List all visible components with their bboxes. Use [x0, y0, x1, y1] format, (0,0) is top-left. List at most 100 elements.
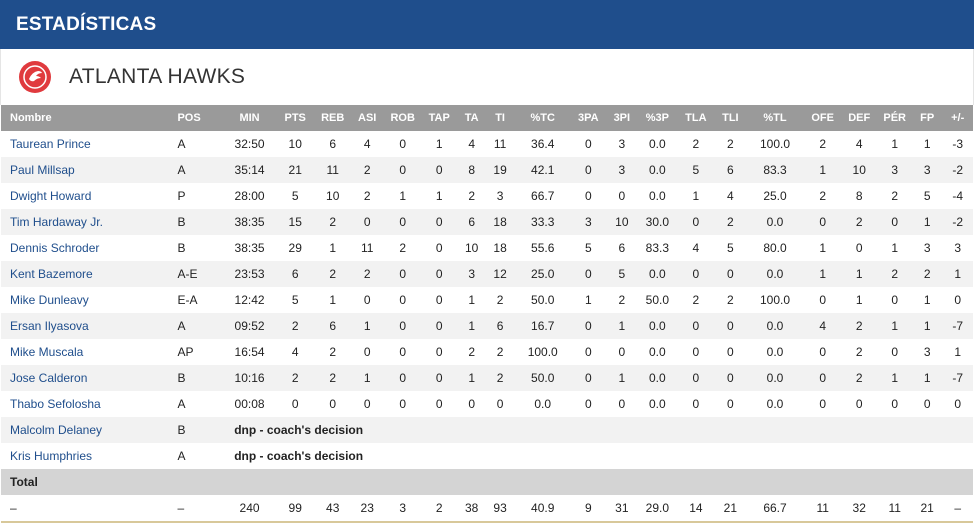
stat-cell: 100.0: [759, 137, 791, 151]
stat-cell: 2: [855, 371, 863, 385]
player-name-link[interactable]: Dennis Schroder: [10, 241, 100, 255]
total-stat-cell: 11: [816, 501, 829, 515]
stat-cell: 0: [618, 345, 626, 359]
stat-cell: 0: [618, 397, 626, 411]
player-name-link[interactable]: Mike Muscala: [10, 345, 84, 359]
total-stat-cell: –: [954, 501, 962, 515]
stat-cell: 10: [852, 163, 866, 177]
column-header[interactable]: TLI: [722, 112, 739, 124]
column-header[interactable]: Nombre: [10, 112, 52, 124]
column-header[interactable]: %TL: [763, 112, 787, 124]
player-name-link[interactable]: Taurean Prince: [10, 137, 91, 151]
player-position: E-A: [177, 293, 198, 307]
total-stat-cell: 66.7: [763, 501, 787, 515]
stat-cell: 0: [363, 293, 371, 307]
column-header[interactable]: TLA: [685, 112, 707, 124]
stat-cell: 10: [326, 189, 340, 203]
stat-cell: 4: [692, 241, 700, 255]
column-header[interactable]: POS: [177, 112, 201, 124]
column-header[interactable]: %3P: [645, 112, 669, 124]
total-stat-cell: 43: [326, 501, 340, 515]
stat-cell: 2: [363, 267, 371, 281]
column-header[interactable]: %TC: [530, 112, 555, 124]
player-row: Tim Hardaway Jr. B 38:35 15 2 0 0 0 6 18 33.3 3 10 30…: [1, 209, 973, 235]
column-header[interactable]: ROB: [390, 112, 415, 124]
column-header[interactable]: FP: [920, 112, 935, 124]
stat-cell: 2: [329, 267, 337, 281]
stat-cell: -3: [952, 137, 964, 151]
column-header[interactable]: PTS: [284, 112, 306, 124]
column-header[interactable]: 3PA: [578, 112, 599, 124]
stat-cell: 0: [435, 215, 443, 229]
stat-cell: 0: [954, 397, 962, 411]
column-header[interactable]: REB: [321, 112, 345, 124]
player-name-link[interactable]: Tim Hardaway Jr.: [10, 215, 103, 229]
stat-cell: 4: [727, 189, 734, 203]
player-name-link[interactable]: Dwight Howard: [10, 189, 92, 203]
stat-cell: 0: [399, 293, 407, 307]
stat-cell: 1: [692, 189, 700, 203]
column-header[interactable]: DEF: [848, 112, 871, 124]
stat-cell: 0: [891, 293, 899, 307]
stat-cell: 0: [363, 397, 371, 411]
stat-cell: 10:16: [234, 371, 265, 385]
player-position: A-E: [177, 267, 198, 281]
column-header[interactable]: TI: [495, 112, 505, 124]
player-name-link[interactable]: Paul Millsap: [10, 163, 75, 177]
box-score-table: Nombre POS MIN PTS REB ASI ROB TAP TA TI %TC 3PA 3PI…: [1, 105, 973, 523]
stat-cell: 15: [288, 215, 302, 229]
stat-cell: 0.0: [648, 397, 666, 411]
player-name-link[interactable]: Mike Dunleavy: [10, 293, 89, 307]
stat-cell: 3: [496, 189, 504, 203]
stat-cell: 33.3: [531, 215, 555, 229]
stat-cell: 1: [618, 371, 626, 385]
player-name-link[interactable]: Thabo Sefolosha: [10, 397, 101, 411]
column-header[interactable]: TA: [464, 112, 479, 124]
stat-cell: 0: [363, 215, 371, 229]
total-stat-cell: 240: [239, 501, 260, 515]
stat-cell: 100.0: [527, 345, 558, 359]
player-name-link[interactable]: Jose Calderon: [10, 371, 88, 385]
column-header[interactable]: PÉR: [883, 112, 906, 124]
stat-cell: 0.0: [766, 215, 784, 229]
stat-cell: 0: [435, 163, 443, 177]
total-stat-cell: 9: [585, 501, 592, 515]
stat-cell: 0: [819, 293, 827, 307]
stat-cell: 0.0: [648, 137, 666, 151]
stat-cell: 09:52: [234, 319, 265, 333]
stats-title: ESTADÍSTICAS: [16, 13, 157, 35]
stat-cell: 0: [727, 397, 734, 411]
stat-cell: 6: [496, 319, 504, 333]
player-row: Mike Muscala AP 16:54 4 2 0 0 0 2 2 100.0 0 0 0.0 0 0 0.…: [1, 339, 973, 365]
stat-cell: 2: [618, 293, 626, 307]
stat-cell: 11: [326, 163, 339, 177]
column-header[interactable]: ASI: [358, 112, 377, 124]
stat-cell: 0.0: [766, 345, 784, 359]
stat-cell: -4: [952, 189, 964, 203]
column-header[interactable]: 3PI: [613, 112, 631, 124]
column-header[interactable]: TAP: [428, 112, 450, 124]
stat-cell: 0: [692, 397, 700, 411]
player-row: Kent Bazemore A-E 23:53 6 2 2 0 0 3 12 25.0 0 5 0.0 0 0…: [1, 261, 973, 287]
stat-cell: 2: [819, 189, 827, 203]
player-name-link[interactable]: Kris Humphries: [10, 449, 93, 463]
column-header[interactable]: OFE: [811, 112, 834, 124]
stat-cell: 0: [585, 189, 592, 203]
stat-cell: 3: [954, 241, 962, 255]
player-name-link[interactable]: Ersan Ilyasova: [10, 319, 89, 333]
stat-cell: 4: [468, 137, 476, 151]
stat-cell: 3: [618, 163, 626, 177]
player-name-link[interactable]: Kent Bazemore: [10, 267, 93, 281]
column-header[interactable]: +/-: [951, 112, 965, 124]
player-name-link[interactable]: Malcolm Delaney: [10, 423, 103, 437]
stat-cell: 0.0: [648, 345, 666, 359]
stat-cell: 2: [855, 319, 863, 333]
stat-cell: 18: [493, 241, 507, 255]
stat-cell: 3: [923, 163, 931, 177]
column-header[interactable]: MIN: [239, 112, 260, 124]
stat-cell: 1: [954, 345, 962, 359]
stat-cell: 0: [585, 397, 592, 411]
total-values-row: – –240 99 43 23 3 2 38 93 40.9 9 31 29.0 14 21 66.7 11 32…: [1, 495, 973, 522]
stat-cell: 0: [399, 345, 407, 359]
